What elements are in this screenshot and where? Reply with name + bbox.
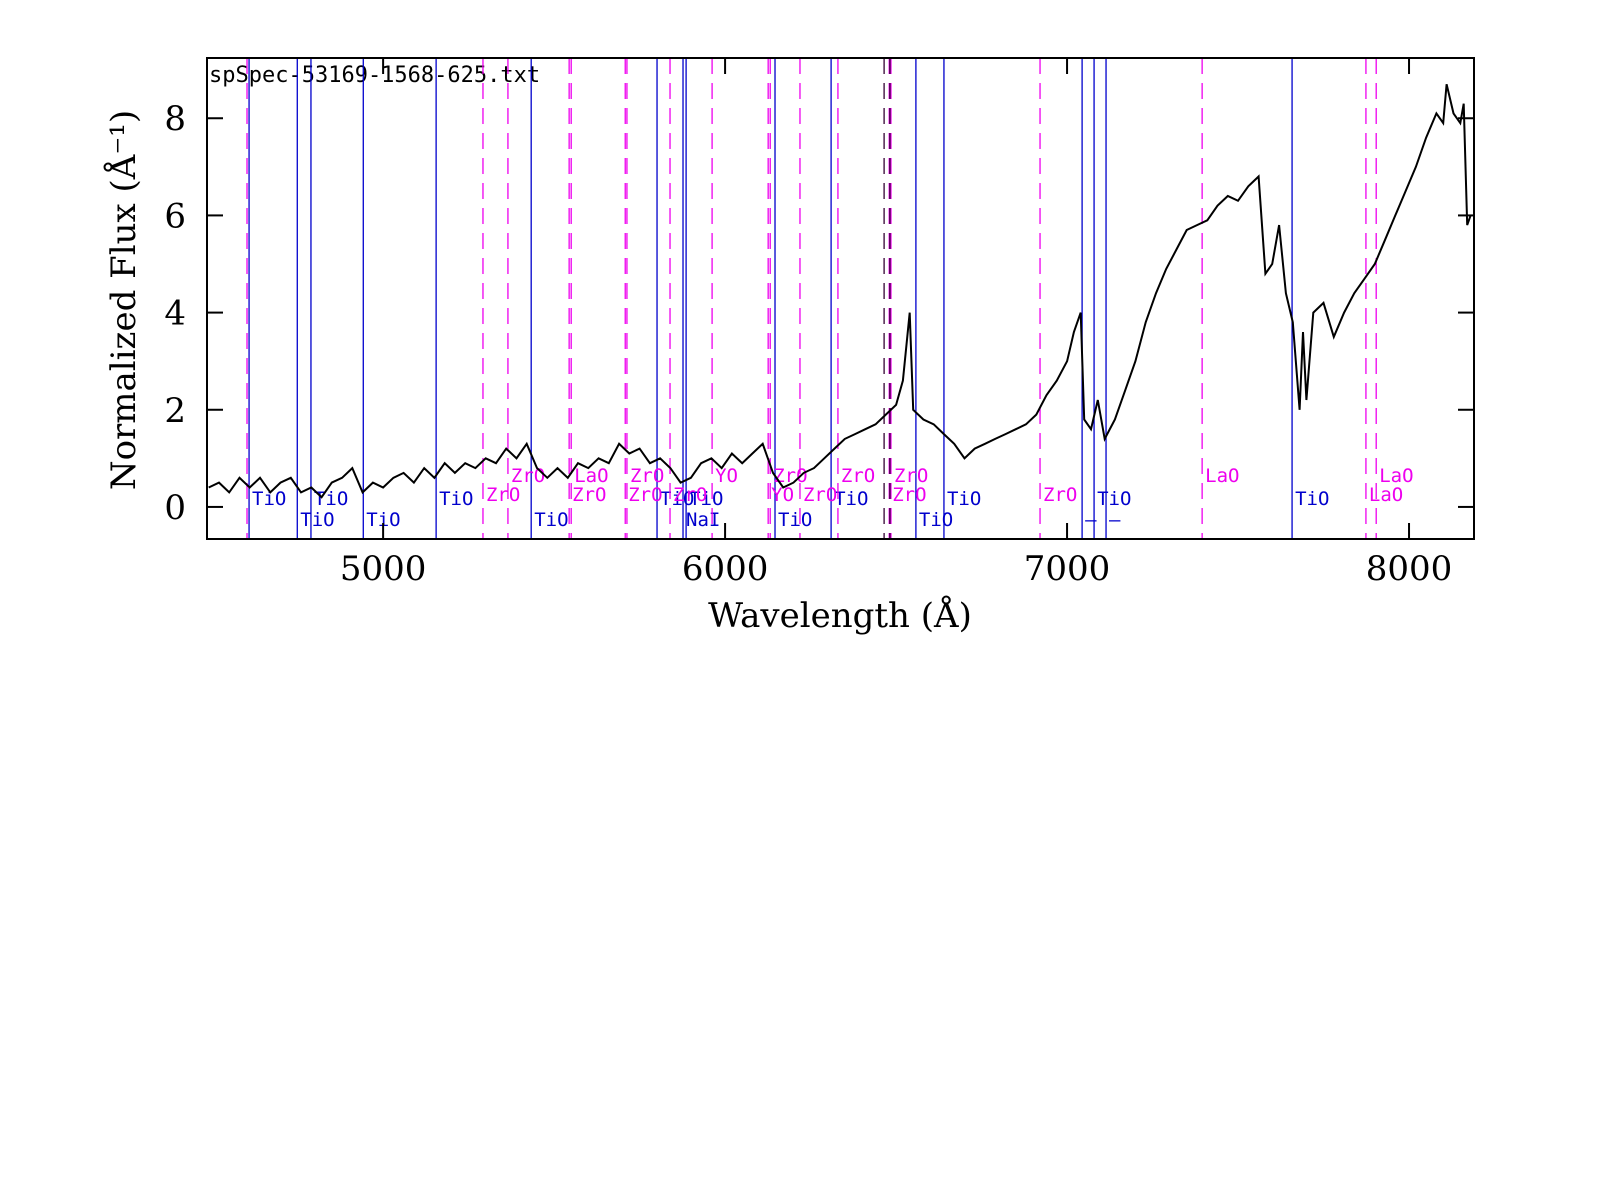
x-tick-label: 5000 — [340, 549, 427, 589]
line-label: ZrO — [486, 484, 520, 506]
chart-title: spSpec-53169-1568-625.txt — [209, 63, 540, 88]
y-tick-label: 2 — [164, 391, 186, 431]
line-label: YO — [715, 465, 738, 487]
line-label: NaI — [686, 509, 720, 531]
spectrum — [208, 83, 1472, 499]
x-tick-label: 6000 — [682, 549, 769, 589]
plot-frame — [206, 57, 1475, 540]
line-label: TiO — [689, 488, 723, 510]
line-label: ZrO — [673, 484, 707, 506]
line-label: – — [1085, 509, 1097, 531]
line-label: YO — [771, 484, 794, 506]
line-label: ZrO — [803, 484, 837, 506]
line-label: TiO — [252, 488, 286, 510]
line-label: ZrO — [572, 484, 606, 506]
line-label: TiO — [366, 509, 400, 531]
y-tick-label: 8 — [164, 99, 186, 139]
line-label: LaO — [1205, 465, 1239, 487]
line-label: TiO — [947, 488, 981, 510]
x-tick-label: 8000 — [1366, 549, 1453, 589]
y-tick-label: 4 — [164, 294, 186, 334]
x-tick-label: 7000 — [1024, 549, 1111, 589]
line-label: TiO — [314, 488, 348, 510]
line-label: TiO — [534, 509, 568, 531]
line-label: ZrO — [894, 465, 928, 487]
line-label: TiO — [300, 509, 334, 531]
line-label: ZrO — [628, 484, 662, 506]
line-label: ZrO — [773, 465, 807, 487]
line-label: ZrO — [630, 465, 664, 487]
line-label: TiO — [1097, 488, 1131, 510]
line-label: TiO — [1295, 488, 1329, 510]
line-label: ZrO — [892, 484, 926, 506]
line-label: TiO — [834, 488, 868, 510]
line-label: ZrO — [511, 465, 545, 487]
line-label: – — [1109, 509, 1121, 531]
line-label: LaO — [1369, 484, 1403, 506]
x-axis-label: Wavelength (Å) — [708, 595, 972, 636]
line-label: ZrO — [1043, 484, 1077, 506]
y-axis-label: Normalized Flux (Å⁻¹) — [103, 110, 144, 490]
line-label: TiO — [439, 488, 473, 510]
line-label: ZrO — [841, 465, 875, 487]
y-tick-label: 6 — [164, 196, 186, 236]
line-label: LaO — [1379, 465, 1413, 487]
line-label: LaO — [574, 465, 608, 487]
y-tick-label: 0 — [164, 488, 186, 528]
line-label: TiO — [778, 509, 812, 531]
line-label: TiO — [919, 509, 953, 531]
